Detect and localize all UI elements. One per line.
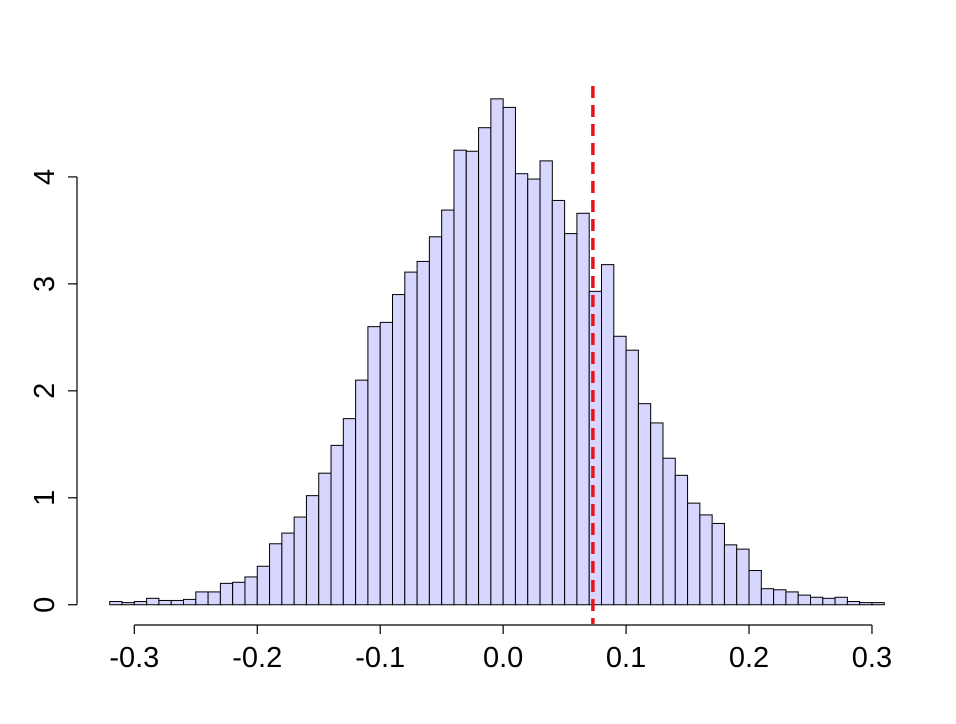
y-tick-label: 2	[29, 383, 61, 399]
bar	[379, 321, 393, 606]
bar	[723, 544, 738, 606]
bar	[846, 601, 861, 606]
bar	[736, 548, 750, 606]
bar	[785, 591, 799, 606]
bar	[564, 233, 578, 606]
x-tick-label: 0.2	[729, 642, 769, 674]
bar	[760, 588, 775, 606]
bar	[674, 474, 689, 606]
bar	[232, 581, 246, 606]
bar	[330, 444, 344, 606]
bar	[121, 602, 135, 606]
bar	[305, 495, 320, 606]
bar	[195, 591, 209, 606]
bar	[773, 589, 787, 606]
bar	[539, 160, 553, 606]
bar	[441, 209, 455, 606]
bar	[650, 422, 664, 606]
bar	[428, 236, 443, 606]
bar	[453, 149, 467, 606]
bar	[207, 591, 221, 606]
y-tick-label: 0	[29, 597, 61, 613]
bar	[256, 565, 271, 606]
bar	[416, 260, 430, 606]
bar	[478, 127, 492, 606]
bar	[269, 543, 283, 606]
bar	[219, 582, 234, 606]
bar	[502, 106, 516, 606]
bar	[699, 514, 713, 606]
bar	[133, 601, 148, 606]
bar	[748, 570, 762, 606]
bar	[183, 598, 197, 606]
y-tick-label: 3	[29, 276, 61, 292]
bar	[871, 602, 885, 606]
x-tick-label: -0.3	[109, 642, 159, 674]
bar	[404, 271, 418, 606]
bar	[293, 516, 307, 606]
bar	[244, 576, 258, 606]
bar	[797, 594, 811, 606]
bar	[318, 472, 332, 606]
bar	[514, 173, 529, 606]
y-tick-label: 1	[29, 490, 61, 506]
bar	[146, 597, 160, 606]
x-tick-label: -0.1	[355, 642, 405, 674]
bar	[859, 602, 873, 606]
x-tick-label: 0.3	[852, 642, 892, 674]
bar	[637, 403, 652, 606]
bar	[392, 294, 406, 606]
bar	[281, 532, 295, 606]
y-tick-label: 4	[29, 169, 61, 185]
x-tick-label: 0.0	[483, 642, 523, 674]
bar	[527, 178, 541, 606]
x-tick-label: -0.2	[232, 642, 282, 674]
bar	[625, 349, 639, 606]
bar	[158, 599, 172, 606]
bar	[367, 326, 381, 606]
bar	[810, 596, 824, 606]
bar	[601, 264, 615, 606]
bar	[465, 150, 480, 606]
bar	[576, 212, 590, 606]
bar	[490, 98, 504, 606]
bar	[834, 596, 848, 606]
bar	[551, 199, 566, 606]
x-tick-label: 0.1	[606, 642, 646, 674]
bar	[588, 290, 602, 606]
bar	[109, 601, 123, 606]
bar	[613, 335, 627, 606]
bar	[355, 379, 369, 606]
bar	[662, 457, 676, 606]
bar	[822, 597, 836, 606]
bar	[170, 599, 185, 606]
bar	[342, 418, 357, 606]
bar	[687, 502, 701, 606]
bar	[711, 522, 725, 606]
